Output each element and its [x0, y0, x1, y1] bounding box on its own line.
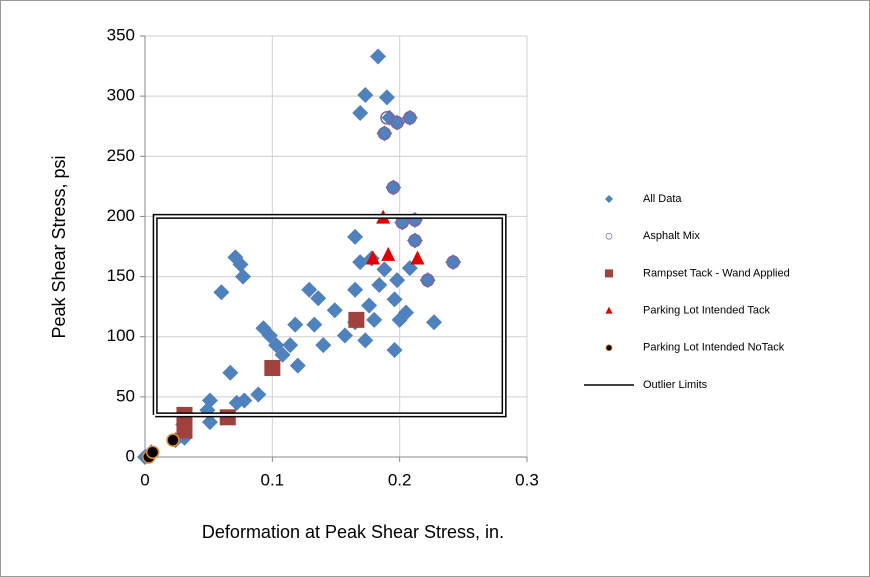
point — [228, 394, 245, 411]
point — [403, 111, 417, 125]
x-tick-label: 0.3 — [515, 470, 539, 489]
point — [390, 115, 404, 130]
point — [282, 337, 299, 354]
point — [306, 316, 323, 333]
y-tick-label: 350 — [107, 25, 135, 44]
point — [326, 302, 343, 319]
point — [398, 304, 415, 321]
point — [381, 246, 396, 261]
point — [377, 126, 392, 141]
point — [145, 445, 160, 459]
y-tick-label: 200 — [107, 206, 135, 225]
x-axis-label: Deformation at Peak Shear Stress, in. — [202, 522, 504, 542]
point — [389, 272, 406, 289]
point — [222, 364, 239, 381]
y-axis-label: Peak Shear Stress, psi — [49, 155, 69, 338]
point — [336, 327, 353, 344]
legend-label: Outlier Limits — [643, 379, 708, 391]
point — [310, 290, 327, 307]
y-tick-label: 50 — [116, 386, 135, 405]
point — [386, 180, 401, 195]
point — [365, 250, 380, 265]
point — [315, 337, 332, 354]
point — [274, 346, 291, 363]
point — [410, 250, 425, 265]
point — [176, 422, 193, 439]
y-tick-label: 100 — [107, 326, 135, 345]
point — [357, 332, 374, 349]
point — [357, 86, 374, 103]
point — [361, 297, 378, 314]
legend-label: Parking Lot Intended Tack — [643, 305, 770, 317]
point — [289, 357, 306, 374]
legend-label: Asphalt Mix — [643, 230, 700, 242]
legend-label: Parking Lot Intended NoTack — [643, 342, 785, 354]
point — [352, 104, 369, 121]
point — [420, 273, 435, 287]
point — [287, 316, 304, 333]
legend-marker — [605, 232, 613, 240]
point — [386, 341, 403, 358]
legend-label: All Data — [643, 193, 682, 205]
point — [301, 281, 318, 298]
legend-label: Rampset Tack - Wand Applied — [643, 267, 790, 279]
point — [370, 48, 387, 65]
point — [348, 311, 365, 328]
point — [426, 314, 443, 331]
point — [347, 228, 364, 245]
x-tick-label: 0.1 — [261, 470, 285, 489]
legend-marker — [605, 344, 613, 352]
y-tick-label: 250 — [107, 146, 135, 165]
x-tick-label: 0.2 — [388, 470, 412, 489]
point — [386, 291, 403, 308]
legend-marker — [605, 195, 613, 203]
y-tick-label: 0 — [126, 446, 135, 465]
point — [446, 255, 460, 269]
point — [378, 89, 395, 106]
point — [371, 276, 388, 293]
point — [347, 281, 364, 298]
point — [264, 359, 281, 376]
point — [166, 433, 180, 447]
legend-marker — [605, 306, 613, 314]
point — [366, 311, 383, 328]
x-tick-label: 0 — [140, 470, 149, 489]
point — [250, 386, 267, 403]
point — [213, 284, 230, 301]
legend-marker — [605, 269, 613, 278]
y-tick-label: 300 — [107, 86, 135, 105]
point — [235, 268, 252, 285]
y-tick-label: 150 — [107, 266, 135, 285]
point — [376, 261, 393, 278]
point — [232, 256, 249, 273]
point — [408, 233, 422, 248]
outlier-line-inner — [154, 215, 506, 416]
point — [201, 414, 218, 431]
